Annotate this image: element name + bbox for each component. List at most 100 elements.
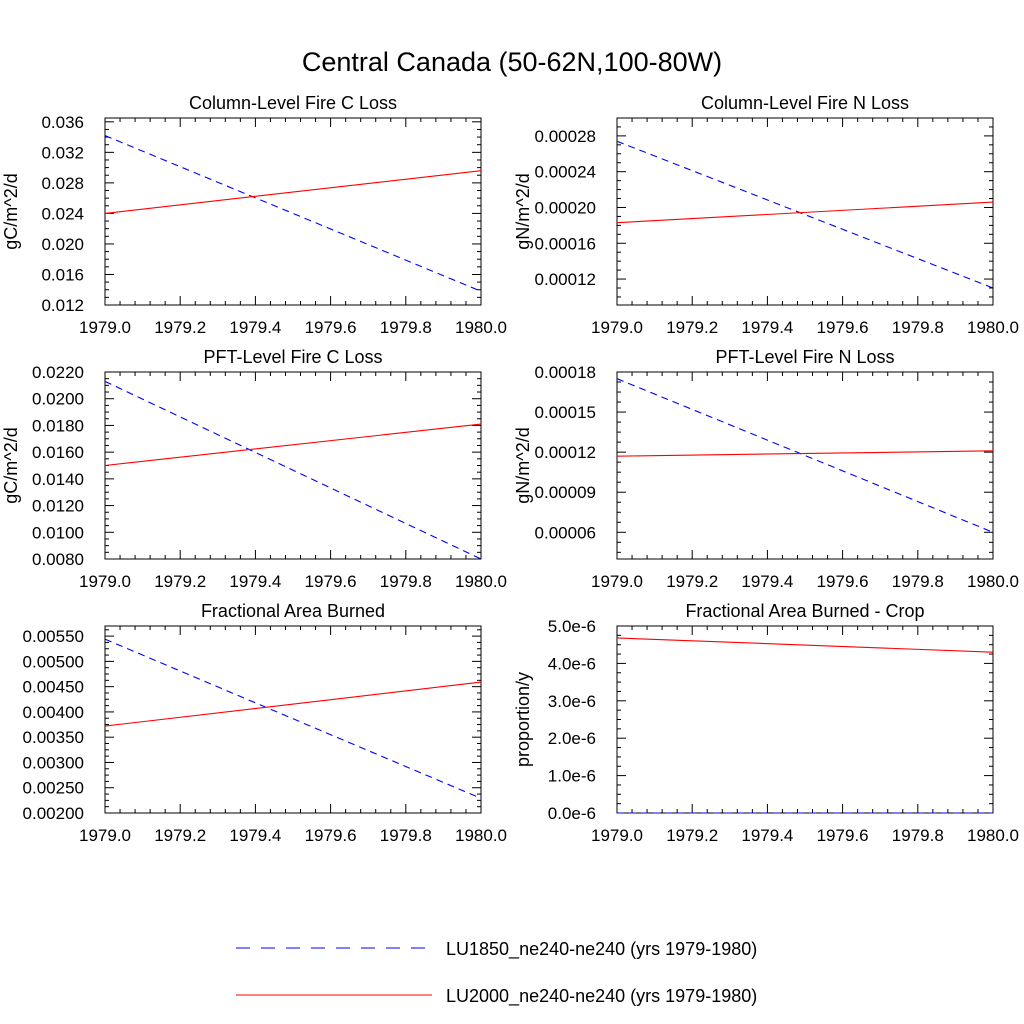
x-tick-label: 1979.2 — [154, 826, 206, 845]
y-tick-label: 0.00550 — [23, 627, 84, 646]
x-tick-label: 1979.2 — [154, 572, 206, 591]
y-tick-label: 0.0180 — [32, 416, 84, 435]
panel-1: Column-Level Fire C Loss 1979.0 1979.2 1979… — [1, 93, 507, 337]
x-tick-label: 1979.4 — [229, 826, 281, 845]
series-line-lu2000 — [616, 450, 994, 457]
y-axis-label: gC/m^2/d — [1, 173, 21, 249]
y-tick-label: 0.0200 — [32, 390, 84, 409]
x-tick-label: 1979.8 — [380, 572, 432, 591]
x-tick-label: 1980.0 — [455, 826, 507, 845]
x-tick-label: 1979.0 — [79, 826, 131, 845]
panel-6: Fractional Area Burned - Crop 1979.0 1979.… — [513, 601, 1019, 845]
plot-frame — [104, 117, 482, 306]
series-line-lu1850 — [104, 135, 482, 292]
x-tick-label: 1979.6 — [305, 572, 357, 591]
legend: LU1850_ne240-ne240 (yrs 1979-1980) LU200… — [236, 939, 757, 1007]
x-tick-label: 1980.0 — [455, 318, 507, 337]
plot-frame — [104, 371, 482, 560]
x-tick-label: 1979.6 — [305, 318, 357, 337]
x-tick-label: 1979.8 — [892, 318, 944, 337]
x-tick-label: 1979.2 — [666, 318, 718, 337]
x-tick-label: 1979.8 — [380, 318, 432, 337]
panel-title: Fractional Area Burned - Crop — [685, 601, 924, 621]
panel-5: Fractional Area Burned 1979.0 1979.2 1979.4… — [23, 601, 507, 845]
y-tick-label: 1.0e-6 — [548, 767, 596, 786]
y-tick-label: 0.00012 — [535, 443, 596, 462]
y-tick-label: 0.00250 — [23, 779, 84, 798]
x-tick-label: 1979.4 — [741, 826, 793, 845]
panel-4: PFT-Level Fire N Loss 1979.0 1979.2 1979.4 1… — [513, 347, 1019, 591]
x-tick-label: 1979.0 — [79, 572, 131, 591]
x-tick-label: 1979.0 — [79, 318, 131, 337]
y-tick-label: 0.028 — [41, 174, 84, 193]
y-tick-label: 0.00015 — [535, 403, 596, 422]
y-tick-label: 0.00300 — [23, 753, 84, 772]
y-tick-label: 0.0080 — [32, 550, 84, 569]
x-tick-label: 1980.0 — [967, 572, 1019, 591]
series-line-lu2000 — [104, 423, 482, 467]
panel-title: Fractional Area Burned — [201, 601, 385, 621]
series-line-lu2000 — [616, 637, 994, 653]
y-tick-label: 0.00006 — [535, 523, 596, 542]
series-line-lu1850 — [104, 380, 482, 560]
series-line-lu2000 — [616, 201, 994, 224]
series-line-lu1850 — [616, 378, 994, 533]
y-axis-label: gN/m^2/d — [513, 173, 533, 249]
plot-frame — [616, 371, 994, 560]
x-tick-label: 1979.0 — [591, 318, 643, 337]
y-tick-label: 0.012 — [41, 296, 84, 315]
y-tick-label: 0.0120 — [32, 497, 84, 516]
y-tick-label: 0.00012 — [535, 270, 596, 289]
x-tick-label: 1979.2 — [666, 826, 718, 845]
x-tick-label: 1979.0 — [591, 826, 643, 845]
y-tick-label: 0.00500 — [23, 652, 84, 671]
y-tick-label: 3.0e-6 — [548, 692, 596, 711]
y-tick-label: 0.00024 — [535, 163, 596, 182]
x-tick-label: 1979.2 — [154, 318, 206, 337]
series-line-lu1850 — [616, 140, 994, 289]
x-tick-label: 1979.0 — [591, 572, 643, 591]
y-tick-label: 0.00450 — [23, 678, 84, 697]
panel-title: PFT-Level Fire C Loss — [203, 347, 382, 367]
panel-title: Column-Level Fire C Loss — [189, 93, 397, 113]
y-tick-label: 0.0100 — [32, 523, 84, 542]
y-axis-label: gN/m^2/d — [513, 427, 533, 503]
y-tick-label: 0.00009 — [535, 483, 596, 502]
x-tick-label: 1979.6 — [305, 826, 357, 845]
series-line-lu2000 — [104, 681, 482, 727]
panels: Column-Level Fire C Loss 1979.0 1979.2 1979… — [1, 93, 1019, 845]
panel-title: PFT-Level Fire N Loss — [715, 347, 894, 367]
y-tick-label: 0.0160 — [32, 443, 84, 462]
panel-2: Column-Level Fire N Loss 1979.0 1979.2 1979… — [513, 93, 1019, 337]
y-tick-label: 0.032 — [41, 143, 84, 162]
y-tick-label: 0.00200 — [23, 804, 84, 823]
y-tick-label: 0.00350 — [23, 728, 84, 747]
x-tick-label: 1980.0 — [455, 572, 507, 591]
y-tick-label: 5.0e-6 — [548, 617, 596, 636]
x-tick-label: 1979.6 — [817, 826, 869, 845]
y-tick-label: 0.024 — [41, 204, 84, 223]
plot-frame — [104, 625, 482, 814]
x-tick-label: 1980.0 — [967, 318, 1019, 337]
y-tick-label: 2.0e-6 — [548, 729, 596, 748]
series-line-lu1850 — [104, 638, 482, 799]
y-tick-label: 0.020 — [41, 235, 84, 254]
y-tick-label: 0.0220 — [32, 363, 84, 382]
x-tick-label: 1979.8 — [892, 826, 944, 845]
panel-3: PFT-Level Fire C Loss 1979.0 1979.2 1979.4 1… — [1, 347, 507, 591]
x-tick-label: 1979.8 — [380, 826, 432, 845]
x-tick-label: 1980.0 — [967, 826, 1019, 845]
panel-title: Column-Level Fire N Loss — [701, 93, 909, 113]
y-tick-label: 0.016 — [41, 265, 84, 284]
x-tick-label: 1979.2 — [666, 572, 718, 591]
x-tick-label: 1979.4 — [229, 572, 281, 591]
legend-label-lu2000: LU2000_ne240-ne240 (yrs 1979-1980) — [446, 986, 757, 1007]
y-tick-label: 0.00018 — [535, 363, 596, 382]
x-tick-label: 1979.4 — [741, 318, 793, 337]
y-tick-label: 4.0e-6 — [548, 654, 596, 673]
legend-label-lu1850: LU1850_ne240-ne240 (yrs 1979-1980) — [446, 939, 757, 960]
plot-frame — [616, 625, 994, 814]
x-tick-label: 1979.6 — [817, 572, 869, 591]
x-tick-label: 1979.4 — [229, 318, 281, 337]
